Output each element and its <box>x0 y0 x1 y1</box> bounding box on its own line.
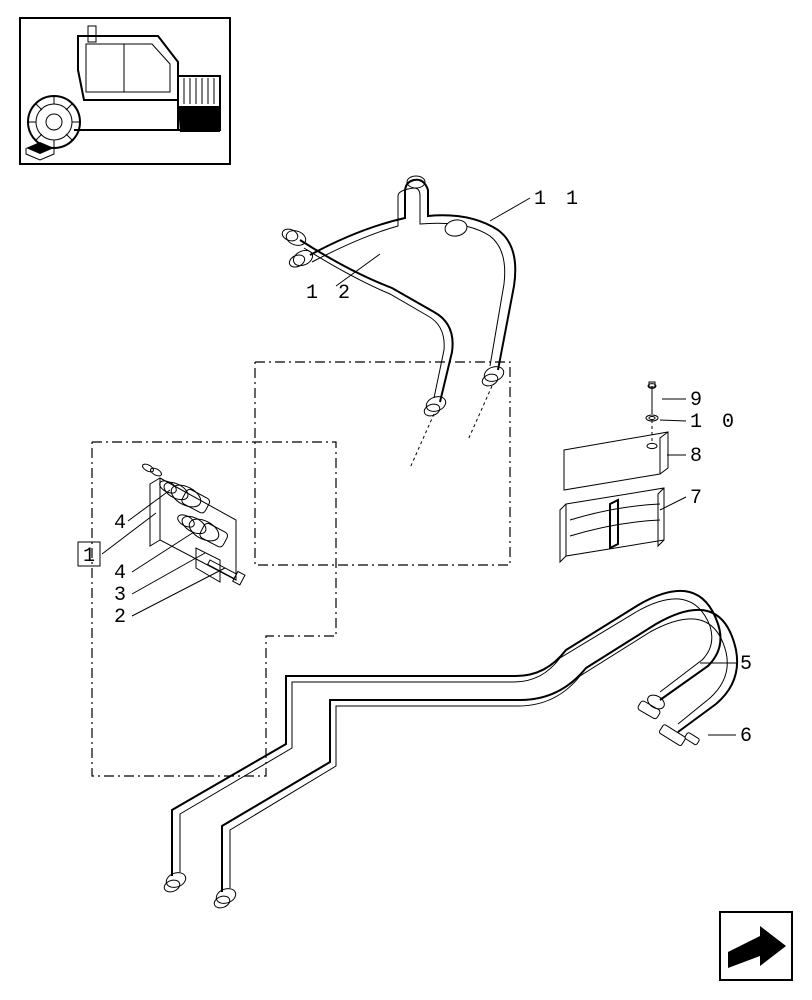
reference-thumbnail <box>20 18 230 164</box>
callout-7-label: 7 <box>690 487 706 510</box>
diagram-canvas: 1 4 4 3 2 1 2 1 1 9 1 0 8 7 5 6 <box>0 0 812 1000</box>
pipe-12 <box>281 227 492 468</box>
callout-3-label: 3 <box>114 584 130 607</box>
clamp-assembly <box>560 382 668 562</box>
callout-9-label: 9 <box>690 389 706 412</box>
callout-12-label: 1 2 <box>306 282 354 305</box>
dashed-envelope-upper <box>255 362 510 565</box>
callout-4b-label: 4 <box>114 562 130 585</box>
callout-2-label: 2 <box>114 606 130 629</box>
callout-leaders <box>102 198 736 735</box>
callout-8-label: 8 <box>690 445 706 468</box>
callout-labels: 1 4 4 3 2 1 2 1 1 9 1 0 8 7 5 6 <box>78 188 756 748</box>
callout-5-label: 5 <box>740 653 756 676</box>
callout-10-label: 1 0 <box>690 411 738 434</box>
coupling-assembly <box>141 463 245 585</box>
callout-6-label: 6 <box>740 725 756 748</box>
tube-6 <box>213 610 738 910</box>
callout-4a-label: 4 <box>114 512 130 535</box>
next-page-icon[interactable] <box>720 912 792 980</box>
callout-11-label: 1 1 <box>534 188 582 211</box>
callout-1-label: 1 <box>83 545 99 568</box>
